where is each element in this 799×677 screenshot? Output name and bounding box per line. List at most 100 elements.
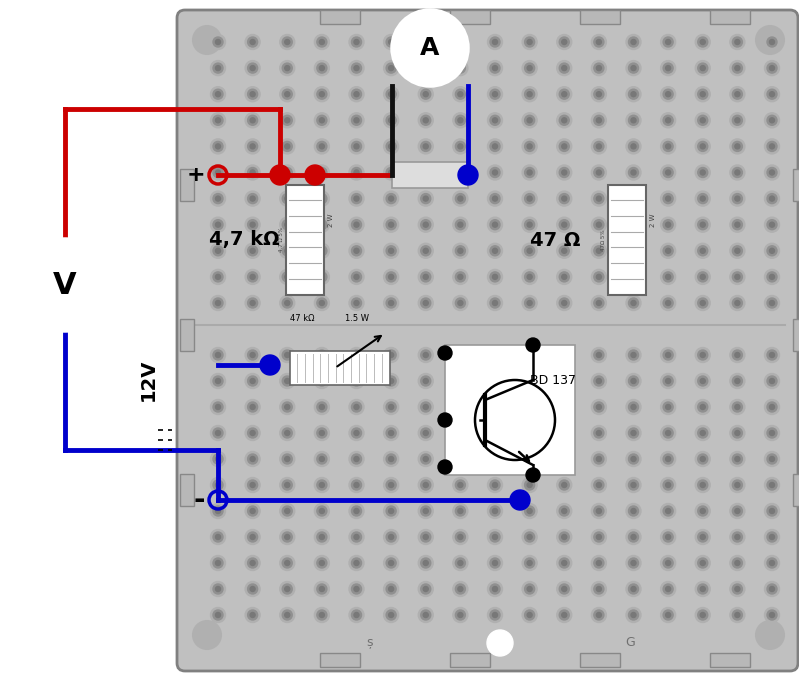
Circle shape bbox=[490, 167, 500, 177]
Circle shape bbox=[527, 561, 532, 565]
Circle shape bbox=[282, 376, 292, 386]
Circle shape bbox=[213, 167, 223, 177]
Circle shape bbox=[594, 610, 604, 620]
Circle shape bbox=[700, 66, 706, 70]
Circle shape bbox=[596, 586, 602, 592]
Circle shape bbox=[455, 194, 465, 204]
Circle shape bbox=[314, 607, 329, 622]
Circle shape bbox=[663, 350, 673, 360]
Circle shape bbox=[729, 165, 745, 180]
Circle shape bbox=[695, 243, 710, 259]
Circle shape bbox=[769, 170, 774, 175]
Circle shape bbox=[352, 63, 361, 73]
Circle shape bbox=[314, 87, 329, 102]
Bar bbox=[180, 474, 194, 506]
Circle shape bbox=[492, 431, 498, 435]
Circle shape bbox=[453, 191, 468, 206]
Circle shape bbox=[631, 118, 636, 123]
Circle shape bbox=[666, 431, 670, 435]
Circle shape bbox=[591, 582, 606, 596]
Circle shape bbox=[245, 87, 260, 102]
Circle shape bbox=[418, 452, 433, 466]
Circle shape bbox=[666, 586, 670, 592]
Circle shape bbox=[661, 556, 676, 571]
Circle shape bbox=[317, 376, 327, 386]
Circle shape bbox=[698, 246, 708, 256]
Circle shape bbox=[349, 504, 364, 519]
Circle shape bbox=[487, 374, 503, 389]
Circle shape bbox=[663, 532, 673, 542]
Circle shape bbox=[559, 63, 569, 73]
Circle shape bbox=[458, 353, 463, 357]
Circle shape bbox=[557, 374, 572, 389]
Circle shape bbox=[458, 66, 463, 70]
Circle shape bbox=[562, 301, 566, 305]
Circle shape bbox=[490, 428, 500, 438]
Circle shape bbox=[562, 586, 566, 592]
Circle shape bbox=[384, 556, 399, 571]
Circle shape bbox=[213, 246, 223, 256]
Circle shape bbox=[765, 582, 780, 596]
Circle shape bbox=[250, 301, 255, 305]
Circle shape bbox=[320, 301, 324, 305]
Circle shape bbox=[216, 222, 221, 227]
Circle shape bbox=[490, 220, 500, 230]
Circle shape bbox=[317, 584, 327, 594]
Circle shape bbox=[314, 139, 329, 154]
Circle shape bbox=[695, 504, 710, 519]
Circle shape bbox=[210, 347, 225, 362]
Circle shape bbox=[525, 376, 535, 386]
Circle shape bbox=[458, 456, 463, 462]
Circle shape bbox=[631, 170, 636, 175]
Circle shape bbox=[386, 194, 396, 204]
Circle shape bbox=[388, 144, 394, 149]
Circle shape bbox=[284, 248, 290, 253]
Circle shape bbox=[735, 66, 740, 70]
Circle shape bbox=[557, 217, 572, 232]
Circle shape bbox=[626, 582, 641, 596]
Circle shape bbox=[661, 61, 676, 76]
Circle shape bbox=[248, 89, 257, 100]
Circle shape bbox=[698, 350, 708, 360]
Circle shape bbox=[525, 194, 535, 204]
Circle shape bbox=[661, 582, 676, 596]
Circle shape bbox=[735, 404, 740, 410]
Circle shape bbox=[245, 165, 260, 180]
Circle shape bbox=[354, 170, 359, 175]
Circle shape bbox=[282, 167, 292, 177]
Circle shape bbox=[562, 404, 566, 410]
Circle shape bbox=[458, 165, 478, 185]
Circle shape bbox=[629, 220, 638, 230]
Circle shape bbox=[596, 66, 602, 70]
Circle shape bbox=[418, 139, 433, 154]
Circle shape bbox=[700, 118, 706, 123]
Circle shape bbox=[280, 61, 295, 76]
Circle shape bbox=[216, 39, 221, 45]
Circle shape bbox=[765, 61, 780, 76]
Circle shape bbox=[248, 506, 257, 516]
Circle shape bbox=[213, 480, 223, 490]
Circle shape bbox=[320, 586, 324, 592]
Circle shape bbox=[386, 610, 396, 620]
Text: ș: ș bbox=[367, 636, 373, 649]
Circle shape bbox=[629, 532, 638, 542]
Circle shape bbox=[596, 535, 602, 540]
Circle shape bbox=[626, 556, 641, 571]
Circle shape bbox=[663, 115, 673, 125]
Circle shape bbox=[487, 630, 513, 656]
Circle shape bbox=[317, 610, 327, 620]
Circle shape bbox=[767, 532, 777, 542]
Circle shape bbox=[559, 141, 569, 152]
Circle shape bbox=[210, 556, 225, 571]
Circle shape bbox=[421, 298, 431, 308]
Circle shape bbox=[284, 508, 290, 513]
Circle shape bbox=[384, 191, 399, 206]
Circle shape bbox=[210, 269, 225, 284]
Circle shape bbox=[629, 298, 638, 308]
Circle shape bbox=[388, 535, 394, 540]
Circle shape bbox=[349, 269, 364, 284]
Circle shape bbox=[596, 91, 602, 97]
Circle shape bbox=[735, 91, 740, 97]
Circle shape bbox=[490, 350, 500, 360]
Circle shape bbox=[455, 350, 465, 360]
